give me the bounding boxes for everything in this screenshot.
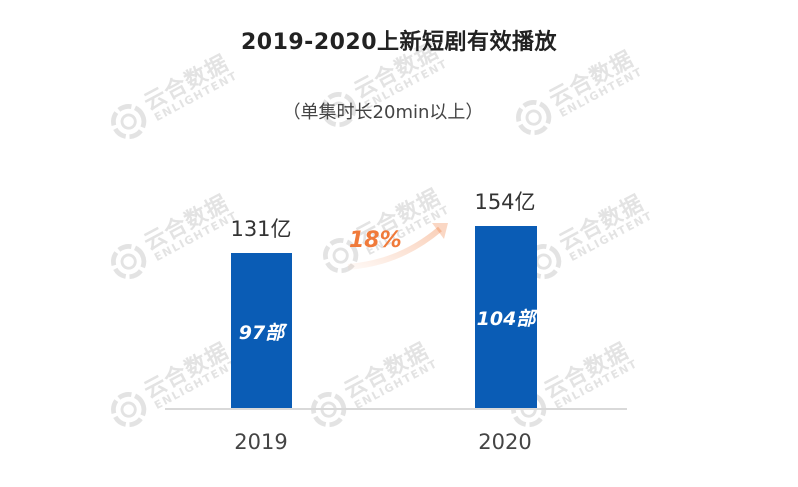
enlightent-logo-icon xyxy=(111,244,147,280)
watermark-cn-text: 云合数据 xyxy=(555,190,649,257)
x-tick-2019: 2019 xyxy=(234,430,288,454)
watermark: 云合数据 ENLIGHTENT xyxy=(98,327,250,446)
watermark-cn-text: 云合数据 xyxy=(140,338,234,405)
chart-subtitle: （单集时长20min以上） xyxy=(282,102,484,123)
growth-arrow-icon xyxy=(347,223,448,270)
watermark-en-text: ENLIGHTENT xyxy=(552,356,641,412)
bar-2019: 97部 xyxy=(231,253,292,409)
enlightent-logo-icon xyxy=(111,392,147,428)
watermark-cn-text: 云合数据 xyxy=(540,338,634,405)
bar-value-label-2020: 154亿 xyxy=(474,190,536,214)
watermark: 云合数据 ENLIGHTENT xyxy=(298,327,450,446)
growth-rate-label: 18% xyxy=(349,228,402,253)
watermark-cn-text: 云合数据 xyxy=(140,190,234,257)
watermark-cn-text: 云合数据 xyxy=(340,338,434,405)
x-axis-line xyxy=(165,408,627,410)
watermark-en-text: ENLIGHTENT xyxy=(152,356,241,412)
x-tick-2020: 2020 xyxy=(478,430,532,454)
chart-title: 2019-2020上新短剧有效播放 xyxy=(240,30,558,55)
watermark-en-text: ENLIGHTENT xyxy=(567,208,656,264)
bar-count-label-2019: 97部 xyxy=(238,321,285,344)
bar-value-label-2019: 131亿 xyxy=(230,217,292,241)
bar-count-label-2020: 104部 xyxy=(476,308,536,330)
watermark-en-text: ENLIGHTENT xyxy=(352,356,441,412)
bar-2020: 104部 xyxy=(475,226,537,409)
